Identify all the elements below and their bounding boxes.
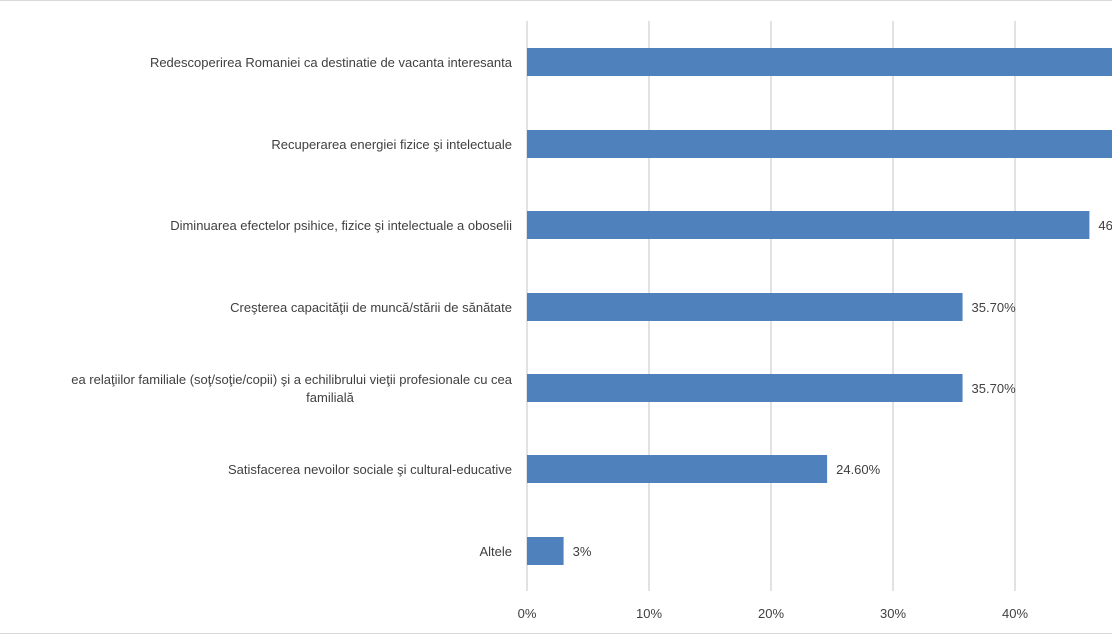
x-tick-label: 10% — [636, 606, 662, 621]
bar — [527, 374, 963, 402]
data-label: 24.60% — [836, 462, 881, 477]
x-tick-label: 0% — [518, 606, 537, 621]
bar — [527, 537, 564, 565]
bar — [527, 211, 1090, 239]
category-label: Redescoperirea Romaniei ca destinatie de… — [150, 55, 513, 70]
data-label: 35.70% — [972, 381, 1017, 396]
category-label: Satisfacerea nevoilor sociale şi cultura… — [228, 462, 512, 477]
category-label: ea relaţiilor familiale (soţ/soţie/copii… — [71, 372, 513, 387]
bar — [527, 130, 1112, 158]
category-label: Recuperarea energiei fizice şi intelectu… — [271, 137, 512, 152]
bar — [527, 48, 1112, 76]
x-tick-label: 30% — [880, 606, 906, 621]
x-tick-label: 20% — [758, 606, 784, 621]
data-label: 3% — [573, 544, 592, 559]
data-label: 35.70% — [972, 300, 1017, 315]
category-label: familială — [306, 390, 354, 405]
x-tick-label: 40% — [1002, 606, 1028, 621]
category-label: Creşterea capacităţii de muncă/stării de… — [230, 300, 512, 315]
data-label: 46.10% — [1098, 218, 1112, 233]
category-label: Diminuarea efectelor psihice, fizice şi … — [170, 218, 512, 233]
bar — [527, 293, 963, 321]
category-label: Altele — [479, 544, 512, 559]
bar — [527, 455, 828, 483]
